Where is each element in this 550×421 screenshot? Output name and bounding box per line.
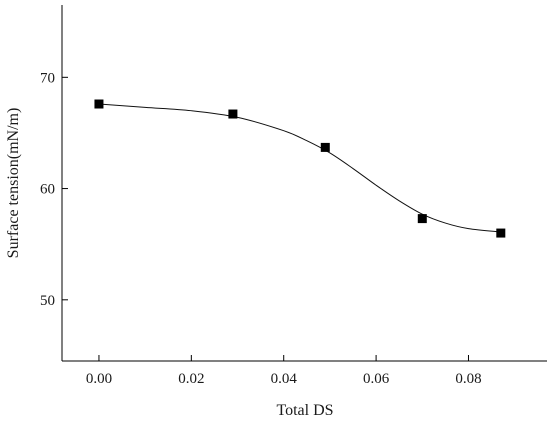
data-points: [94, 99, 506, 238]
x-tick-label: 0.06: [363, 371, 390, 387]
y-tick-label: 70: [40, 70, 55, 86]
y-axis-label: Surface tension(mN/m): [5, 108, 22, 259]
x-tick-label: 0.00: [86, 371, 112, 387]
y-axis: 50 60 70: [40, 70, 68, 309]
data-point: [94, 99, 104, 109]
fit-curve: [98, 103, 501, 233]
x-axis-label: Total DS: [276, 402, 333, 419]
x-tick-label: 0.08: [455, 371, 481, 387]
data-point: [320, 142, 330, 152]
x-tick-label: 0.04: [271, 371, 298, 387]
data-point: [417, 214, 427, 224]
x-tick-label: 0.02: [178, 371, 204, 387]
y-tick-label: 50: [40, 293, 55, 309]
plot-area: [61, 5, 547, 362]
y-tick-label: 60: [40, 182, 55, 198]
data-point: [496, 228, 506, 238]
x-axis: 0.00 0.02 0.04 0.06 0.08: [86, 355, 482, 387]
data-point: [228, 109, 238, 119]
